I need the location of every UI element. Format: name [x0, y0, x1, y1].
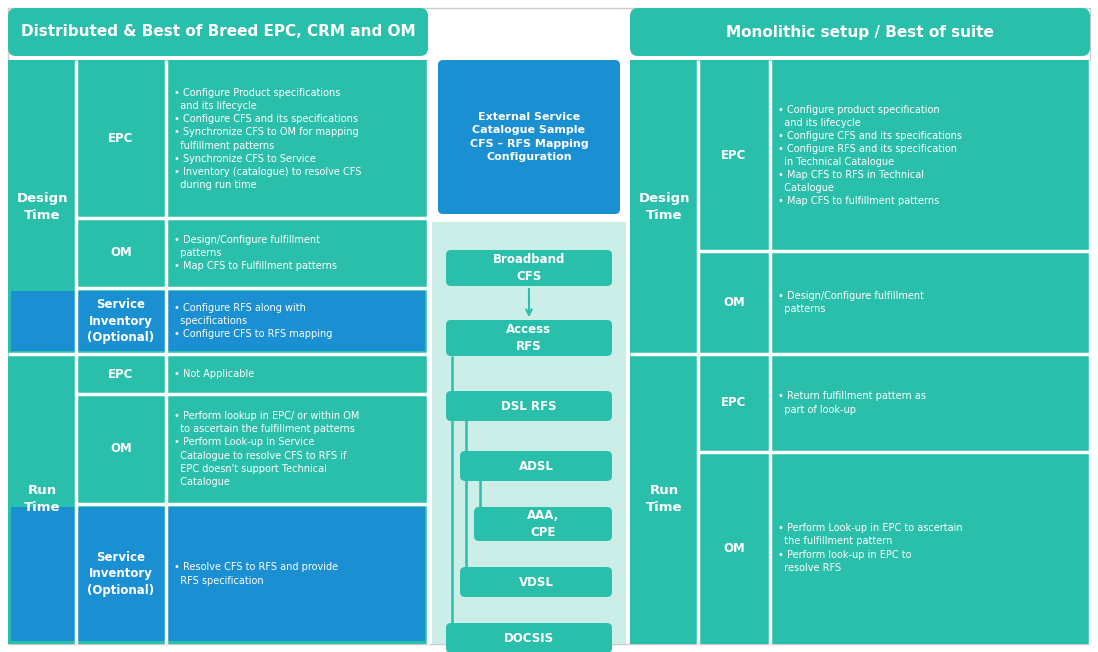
Text: DSL RFS: DSL RFS: [502, 400, 557, 413]
Text: • Return fulfillment pattern as
  part of look-up: • Return fulfillment pattern as part of …: [778, 391, 926, 415]
Text: VDSL: VDSL: [518, 576, 553, 589]
Text: Run
Time: Run Time: [646, 484, 682, 514]
Text: Design
Time: Design Time: [638, 192, 690, 222]
FancyBboxPatch shape: [460, 451, 612, 481]
Text: • Configure Product specifications
  and its lifecycle
• Configure CFS and its s: • Configure Product specifications and i…: [173, 89, 361, 190]
FancyBboxPatch shape: [474, 507, 612, 541]
Text: • Design/Configure fulfillment
  patterns: • Design/Configure fulfillment patterns: [778, 291, 925, 314]
FancyBboxPatch shape: [8, 8, 428, 56]
Text: Distributed & Best of Breed EPC, CRM and OM: Distributed & Best of Breed EPC, CRM and…: [21, 25, 415, 40]
Text: Service
Inventory
(Optional): Service Inventory (Optional): [88, 298, 155, 344]
FancyBboxPatch shape: [438, 60, 620, 214]
Text: ADSL: ADSL: [518, 460, 553, 473]
FancyBboxPatch shape: [460, 567, 612, 597]
Bar: [432, 222, 626, 644]
Bar: [11, 291, 425, 351]
Bar: [11, 507, 425, 641]
Text: OM: OM: [724, 296, 744, 309]
Text: Design
Time: Design Time: [16, 192, 68, 222]
Text: AAA,
CPE: AAA, CPE: [527, 509, 559, 539]
Text: • Perform lookup in EPC/ or within OM
  to ascertain the fulfillment patterns
• : • Perform lookup in EPC/ or within OM to…: [173, 411, 359, 486]
Text: EPC: EPC: [109, 368, 134, 381]
Text: OM: OM: [724, 542, 744, 554]
Text: • Perform Look-up in EPC to ascertain
  the fulfillment pattern
• Perform look-u: • Perform Look-up in EPC to ascertain th…: [778, 524, 963, 572]
FancyBboxPatch shape: [630, 8, 1090, 56]
Text: • Resolve CFS to RFS and provide
  RFS specification: • Resolve CFS to RFS and provide RFS spe…: [173, 563, 338, 585]
Bar: [8, 60, 428, 644]
FancyBboxPatch shape: [446, 623, 612, 652]
Text: OM: OM: [110, 443, 132, 456]
Text: EPC: EPC: [721, 149, 747, 162]
Text: OM: OM: [110, 246, 132, 259]
Text: • Not Applicable: • Not Applicable: [173, 369, 255, 379]
Text: Service
Inventory
(Optional): Service Inventory (Optional): [88, 551, 155, 597]
Text: Access
RFS: Access RFS: [506, 323, 551, 353]
Bar: [630, 60, 1090, 644]
Text: External Service
Catalogue Sample
CFS – RFS Mapping
Configuration: External Service Catalogue Sample CFS – …: [470, 111, 589, 162]
Text: DOCSIS: DOCSIS: [504, 632, 554, 644]
Text: Broadband
CFS: Broadband CFS: [493, 253, 565, 283]
Text: EPC: EPC: [721, 396, 747, 409]
FancyBboxPatch shape: [446, 320, 612, 356]
Text: • Design/Configure fulfillment
  patterns
• Map CFS to Fulfillment patterns: • Design/Configure fulfillment patterns …: [173, 235, 337, 271]
Text: EPC: EPC: [109, 132, 134, 145]
FancyBboxPatch shape: [446, 391, 612, 421]
Text: Run
Time: Run Time: [24, 484, 60, 514]
Text: • Configure product specification
  and its lifecycle
• Configure CFS and its sp: • Configure product specification and it…: [778, 105, 962, 206]
FancyBboxPatch shape: [446, 250, 612, 286]
Text: • Configure RFS along with
  specifications
• Configure CFS to RFS mapping: • Configure RFS along with specification…: [173, 303, 333, 339]
Text: Monolithic setup / Best of suite: Monolithic setup / Best of suite: [726, 25, 994, 40]
